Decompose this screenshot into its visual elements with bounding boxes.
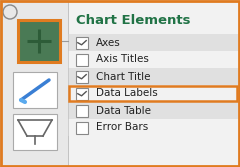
Bar: [76, 105, 88, 117]
Bar: [68, 0, 240, 167]
Bar: [68, 85, 240, 102]
Bar: [13, 72, 57, 108]
Text: Error Bars: Error Bars: [96, 123, 148, 132]
Bar: [76, 122, 88, 133]
Bar: [68, 119, 240, 136]
Bar: [13, 114, 57, 150]
Bar: [68, 34, 240, 51]
Text: Data Table: Data Table: [96, 106, 151, 116]
Bar: [76, 88, 88, 100]
Bar: [68, 102, 240, 119]
Bar: [0, 0, 68, 167]
Bar: [18, 20, 60, 62]
Text: Chart Title: Chart Title: [96, 71, 150, 81]
Bar: [68, 51, 240, 68]
Text: Chart Elements: Chart Elements: [76, 14, 191, 27]
Bar: [68, 68, 240, 85]
Text: Axis Titles: Axis Titles: [96, 54, 149, 64]
Text: Axes: Axes: [96, 38, 121, 47]
Bar: [76, 53, 88, 65]
Bar: [76, 70, 88, 82]
Bar: [69, 86, 237, 101]
Text: Data Labels: Data Labels: [96, 89, 158, 99]
Bar: [76, 37, 88, 48]
